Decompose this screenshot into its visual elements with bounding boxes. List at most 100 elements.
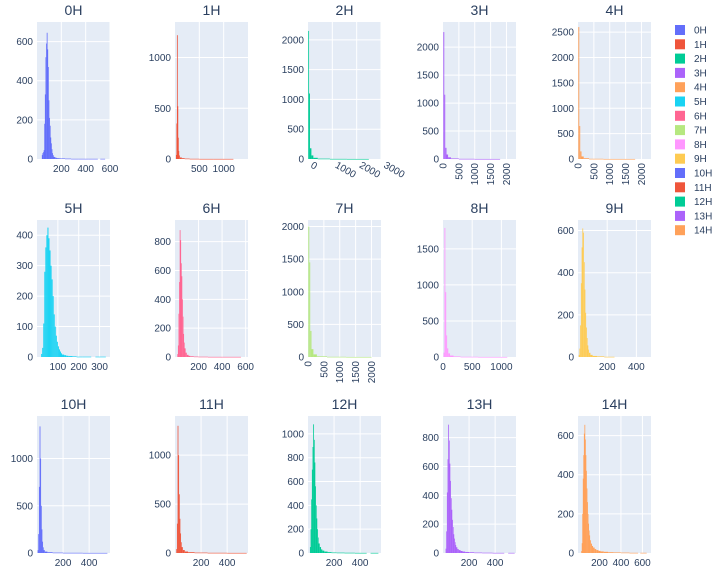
histogram-bar [78,158,89,160]
histogram-bar [309,547,311,553]
legend-swatch [675,168,685,178]
histogram-bar [588,352,591,357]
histogram-bar [309,262,311,357]
legend-item[interactable]: 1H [675,39,707,51]
histogram-bar [445,548,447,553]
histogram-bar [598,550,601,553]
y-tick-label: 800 [422,433,439,444]
legend-label: 7H [694,126,707,137]
y-tick-label: 1000 [552,104,575,115]
subplot-1H: 1H 0 500 1000 500 1000 [149,2,248,175]
histogram-bar [51,279,53,357]
histogram-bar [593,547,595,553]
y-tick-label: 2000 [282,35,305,46]
histogram-bar [40,458,42,553]
histogram-bar [177,345,179,357]
histogram-bar [182,316,184,357]
x-tick-label: 1000 [333,160,358,181]
y-tick-label: 200 [287,525,304,536]
y-tick-label: 400 [557,268,574,279]
y-tick-label: 200 [422,520,439,531]
histogram-bar [57,158,60,159]
legend-item[interactable]: 7H [675,125,707,137]
y-tick-label: 500 [154,104,171,115]
histogram-bar [370,552,379,554]
legend-item[interactable]: 9H [675,153,707,166]
histogram-bar [82,356,92,358]
legend-item[interactable]: 12H [675,196,712,209]
x-tick-label: 200 [53,164,70,175]
x-tick-label: 0 [309,160,320,173]
plot-area [175,220,248,357]
histogram-bar [458,550,461,553]
legend-item[interactable]: 13H [675,210,712,223]
y-tick-label: 1000 [149,451,172,462]
legend-item[interactable]: 11H [675,182,712,194]
y-tick-label: 400 [16,231,33,242]
histogram-bar [582,228,584,357]
histogram-bar [448,440,450,553]
histogram-bar [508,552,515,554]
histogram-bar [346,158,369,160]
histogram-bar [181,276,183,357]
histogram-bar [449,463,451,553]
histogram-bar [184,348,186,357]
legend-label: 2H [694,54,707,65]
plot-area [443,416,516,553]
histogram-bar [581,551,583,553]
y-tick-label: 1000 [282,287,305,298]
histogram-bar [213,158,234,160]
legend-swatch [675,153,685,164]
histogram-bar [579,126,581,159]
histogram-bar [589,158,604,160]
histogram-bar [177,354,179,357]
histogram-bar [59,351,61,357]
histogram-bar [447,459,449,553]
histogram-bar [178,313,180,357]
legend-item[interactable]: 4H [675,82,707,94]
histogram-bar [590,543,592,553]
histogram-bar [313,424,315,553]
y-tick-label: 1000 [11,454,34,465]
y-tick-label: 1500 [282,65,305,76]
histogram-bar [41,353,43,357]
histogram-bar [324,551,328,553]
histogram-bar [44,94,46,159]
x-tick-label: 1000 [335,361,346,384]
legend-item[interactable]: 2H [675,53,707,66]
y-tick-label: 500 [154,500,171,511]
legend-swatch [675,225,685,236]
histogram-bar [47,67,49,159]
x-tick-label: 100 [50,362,67,373]
legend-label: 6H [694,111,707,122]
legend-item[interactable]: 8H [675,139,707,151]
legend-item[interactable]: 0H [675,25,707,37]
histogram-bar [596,356,605,357]
histogram-bar [310,330,312,357]
y-tick-label: 0 [433,549,439,560]
legend-item[interactable]: 14H [675,225,712,237]
histogram-bar [48,238,50,357]
y-tick-label: 1000 [149,53,172,64]
histogram-bar [179,155,180,159]
histogram-bar [76,356,83,358]
histogram-bar [329,158,347,160]
legend-item[interactable]: 10H [675,168,712,180]
legend-item[interactable]: 6H [675,110,707,123]
subplot-11H: 11H 0 500 1000 200 400 [149,396,248,569]
legend-item[interactable]: 3H [675,67,707,80]
histogram-bar [586,338,588,357]
histogram-bar [199,158,214,160]
legend-item[interactable]: 5H [675,96,707,109]
histogram-bar [327,552,332,553]
x-tick-label: 200 [193,558,210,569]
histogram-bar [452,519,453,553]
histogram-bar [188,355,191,357]
histogram-bar [49,250,51,357]
y-tick-label: 1000 [417,99,440,110]
histogram-bar [460,356,479,358]
y-tick-label: 400 [154,295,171,306]
y-tick-label: 500 [16,501,33,512]
